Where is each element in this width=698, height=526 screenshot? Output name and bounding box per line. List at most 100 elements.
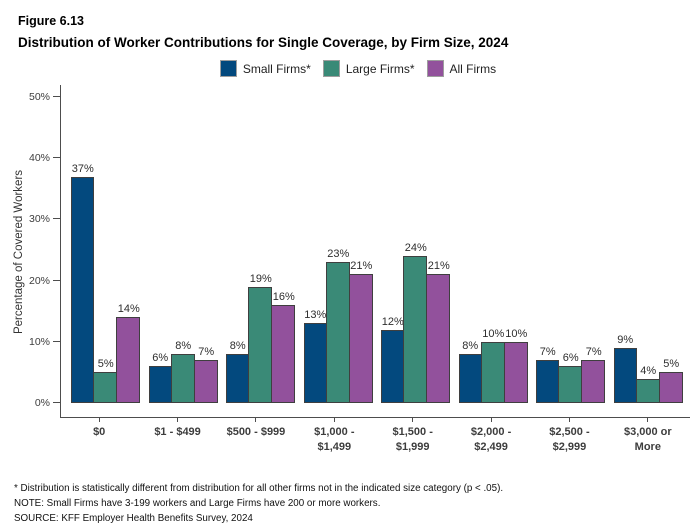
bar-value-label: 21% — [427, 260, 450, 273]
y-axis-tick-column — [28, 85, 60, 418]
bar — [193, 360, 218, 403]
x-axis-tick-mark — [255, 418, 257, 422]
figure-header: Figure 6.13 Distribution of Worker Contr… — [0, 0, 698, 77]
bar-column: 5% — [658, 358, 683, 403]
bar — [558, 366, 583, 403]
bar-group: 37% 5% 14% — [67, 163, 145, 403]
footnote-significance: * Distribution is statistically differen… — [14, 482, 504, 494]
bar-column: 10% — [503, 327, 528, 403]
x-axis-label: $500 - $999 — [226, 426, 286, 438]
x-axis-label-cell: $2,500 - $2,999 — [530, 418, 608, 455]
bar — [248, 286, 273, 403]
bar — [325, 262, 350, 403]
bar-value-label: 5% — [663, 358, 680, 371]
legend-label: All Firms — [449, 61, 497, 76]
bar — [71, 176, 95, 403]
bar-column: 4% — [635, 365, 660, 403]
x-axis-label-cell: $1,000 - $1,499 — [295, 418, 373, 455]
bar — [93, 372, 118, 403]
bar-column: 7% — [536, 346, 560, 403]
x-axis-label-cell: $500 - $999 — [217, 418, 295, 455]
bar-group: 6% 8% 7% — [145, 340, 223, 403]
bar — [148, 366, 172, 403]
bar — [116, 317, 141, 403]
bar-column: 8% — [458, 340, 482, 403]
figure-title: Distribution of Worker Contributions for… — [18, 35, 509, 50]
bar-column: 7% — [581, 346, 606, 403]
bar-column: 37% — [71, 162, 95, 403]
bar-value-label: 13% — [304, 309, 327, 322]
figure-number: Figure 6.13 — [18, 14, 84, 28]
legend-swatch — [426, 60, 444, 77]
bar — [170, 354, 195, 403]
bar-value-label: 23% — [327, 248, 350, 261]
bar-column: 12% — [381, 315, 405, 403]
bar-column: 6% — [558, 352, 583, 403]
bar-column: 13% — [303, 309, 327, 403]
y-axis-tick-mark — [53, 157, 61, 159]
bar-value-label: 21% — [350, 260, 373, 273]
x-axis-tick-mark — [412, 418, 414, 422]
bar-value-label: 37% — [71, 162, 94, 175]
bar — [480, 341, 505, 403]
bar — [658, 372, 683, 403]
bar-column: 8% — [170, 340, 195, 403]
bar-column: 19% — [248, 272, 273, 403]
y-axis-tick-mark — [53, 402, 61, 403]
bar-value-label: 12% — [381, 315, 404, 328]
bar-value-label: 10% — [482, 327, 505, 340]
x-axis-label: $2,500 - $2,999 — [549, 426, 590, 453]
footnotes: * Distribution is statistically differen… — [14, 481, 698, 526]
footnote-source: SOURCE: KFF Employer Health Benefits Sur… — [14, 513, 253, 525]
y-axis-tick-mark — [53, 279, 61, 281]
bar-column: 21% — [348, 260, 373, 403]
y-axis-title-text: Percentage of Covered Workers — [13, 169, 25, 334]
y-axis-tick-label: 10% — [28, 335, 50, 348]
bar-group: 12% 24% 21% — [377, 242, 455, 403]
x-axis-label: $1,000 - $1,499 — [314, 426, 355, 453]
bar — [303, 323, 327, 403]
plot-area: 37% 5% 14% 6% 8% 7% 8% 19% 16% 13% 23% 21% 12% 24% 21%… — [29, 85, 690, 418]
chart-legend: Small Firms* Large Firms* All Firms — [18, 60, 698, 77]
bar-column: 8% — [226, 340, 250, 403]
legend-item: All Firms — [426, 60, 497, 77]
bar-column: 9% — [613, 334, 637, 403]
x-axis-label: $2,000 - $2,499 — [470, 426, 512, 453]
bar-group: 9% 4% 5% — [610, 334, 688, 403]
bar — [426, 274, 451, 403]
bar-value-label: 8% — [175, 340, 192, 353]
y-axis-tick-label: 50% — [28, 91, 50, 103]
y-axis-tick-label: 0% — [34, 397, 50, 409]
bar-value-label: 24% — [404, 242, 427, 255]
bar-group: 7% 6% 7% — [532, 346, 610, 403]
bar-value-label: 7% — [539, 346, 556, 359]
bar-value-label: 10% — [505, 327, 528, 340]
x-axis-label: $1 - $499 — [154, 426, 201, 438]
bar — [458, 354, 482, 403]
bar-value-label: 7% — [198, 346, 215, 359]
y-axis-tick-label: 20% — [28, 274, 50, 287]
bar — [503, 341, 528, 403]
bar — [348, 274, 373, 403]
x-axis-tick-mark — [490, 418, 492, 422]
y-axis-tick-mark — [53, 96, 61, 97]
bar-value-label: 5% — [97, 358, 114, 371]
x-axis-label-cell: $1,500 - $1,999 — [374, 418, 452, 455]
bar — [613, 347, 637, 403]
bar-column: 10% — [480, 327, 505, 403]
bar — [381, 329, 405, 403]
legend-swatch — [219, 60, 237, 77]
bar — [581, 360, 606, 403]
x-axis-label: $1,500 - $1,999 — [392, 426, 433, 453]
x-axis-label: $0 — [93, 426, 106, 438]
x-axis-labels: $0 $1 - $499 $500 - $999 $1,000 - $1,499 $1,… — [60, 418, 687, 455]
x-axis-tick-mark — [177, 418, 179, 422]
bar-value-label: 14% — [117, 303, 140, 316]
y-axis-tick-label: 30% — [28, 213, 50, 226]
bar-value-label: 6% — [562, 352, 579, 365]
bar-value-label: 7% — [585, 346, 602, 359]
x-axis-label: $3,000 or More — [623, 426, 672, 453]
bar-value-label: 8% — [462, 340, 479, 353]
bar-value-label: 19% — [249, 272, 272, 285]
bar-group: 13% 23% 21% — [300, 248, 378, 403]
